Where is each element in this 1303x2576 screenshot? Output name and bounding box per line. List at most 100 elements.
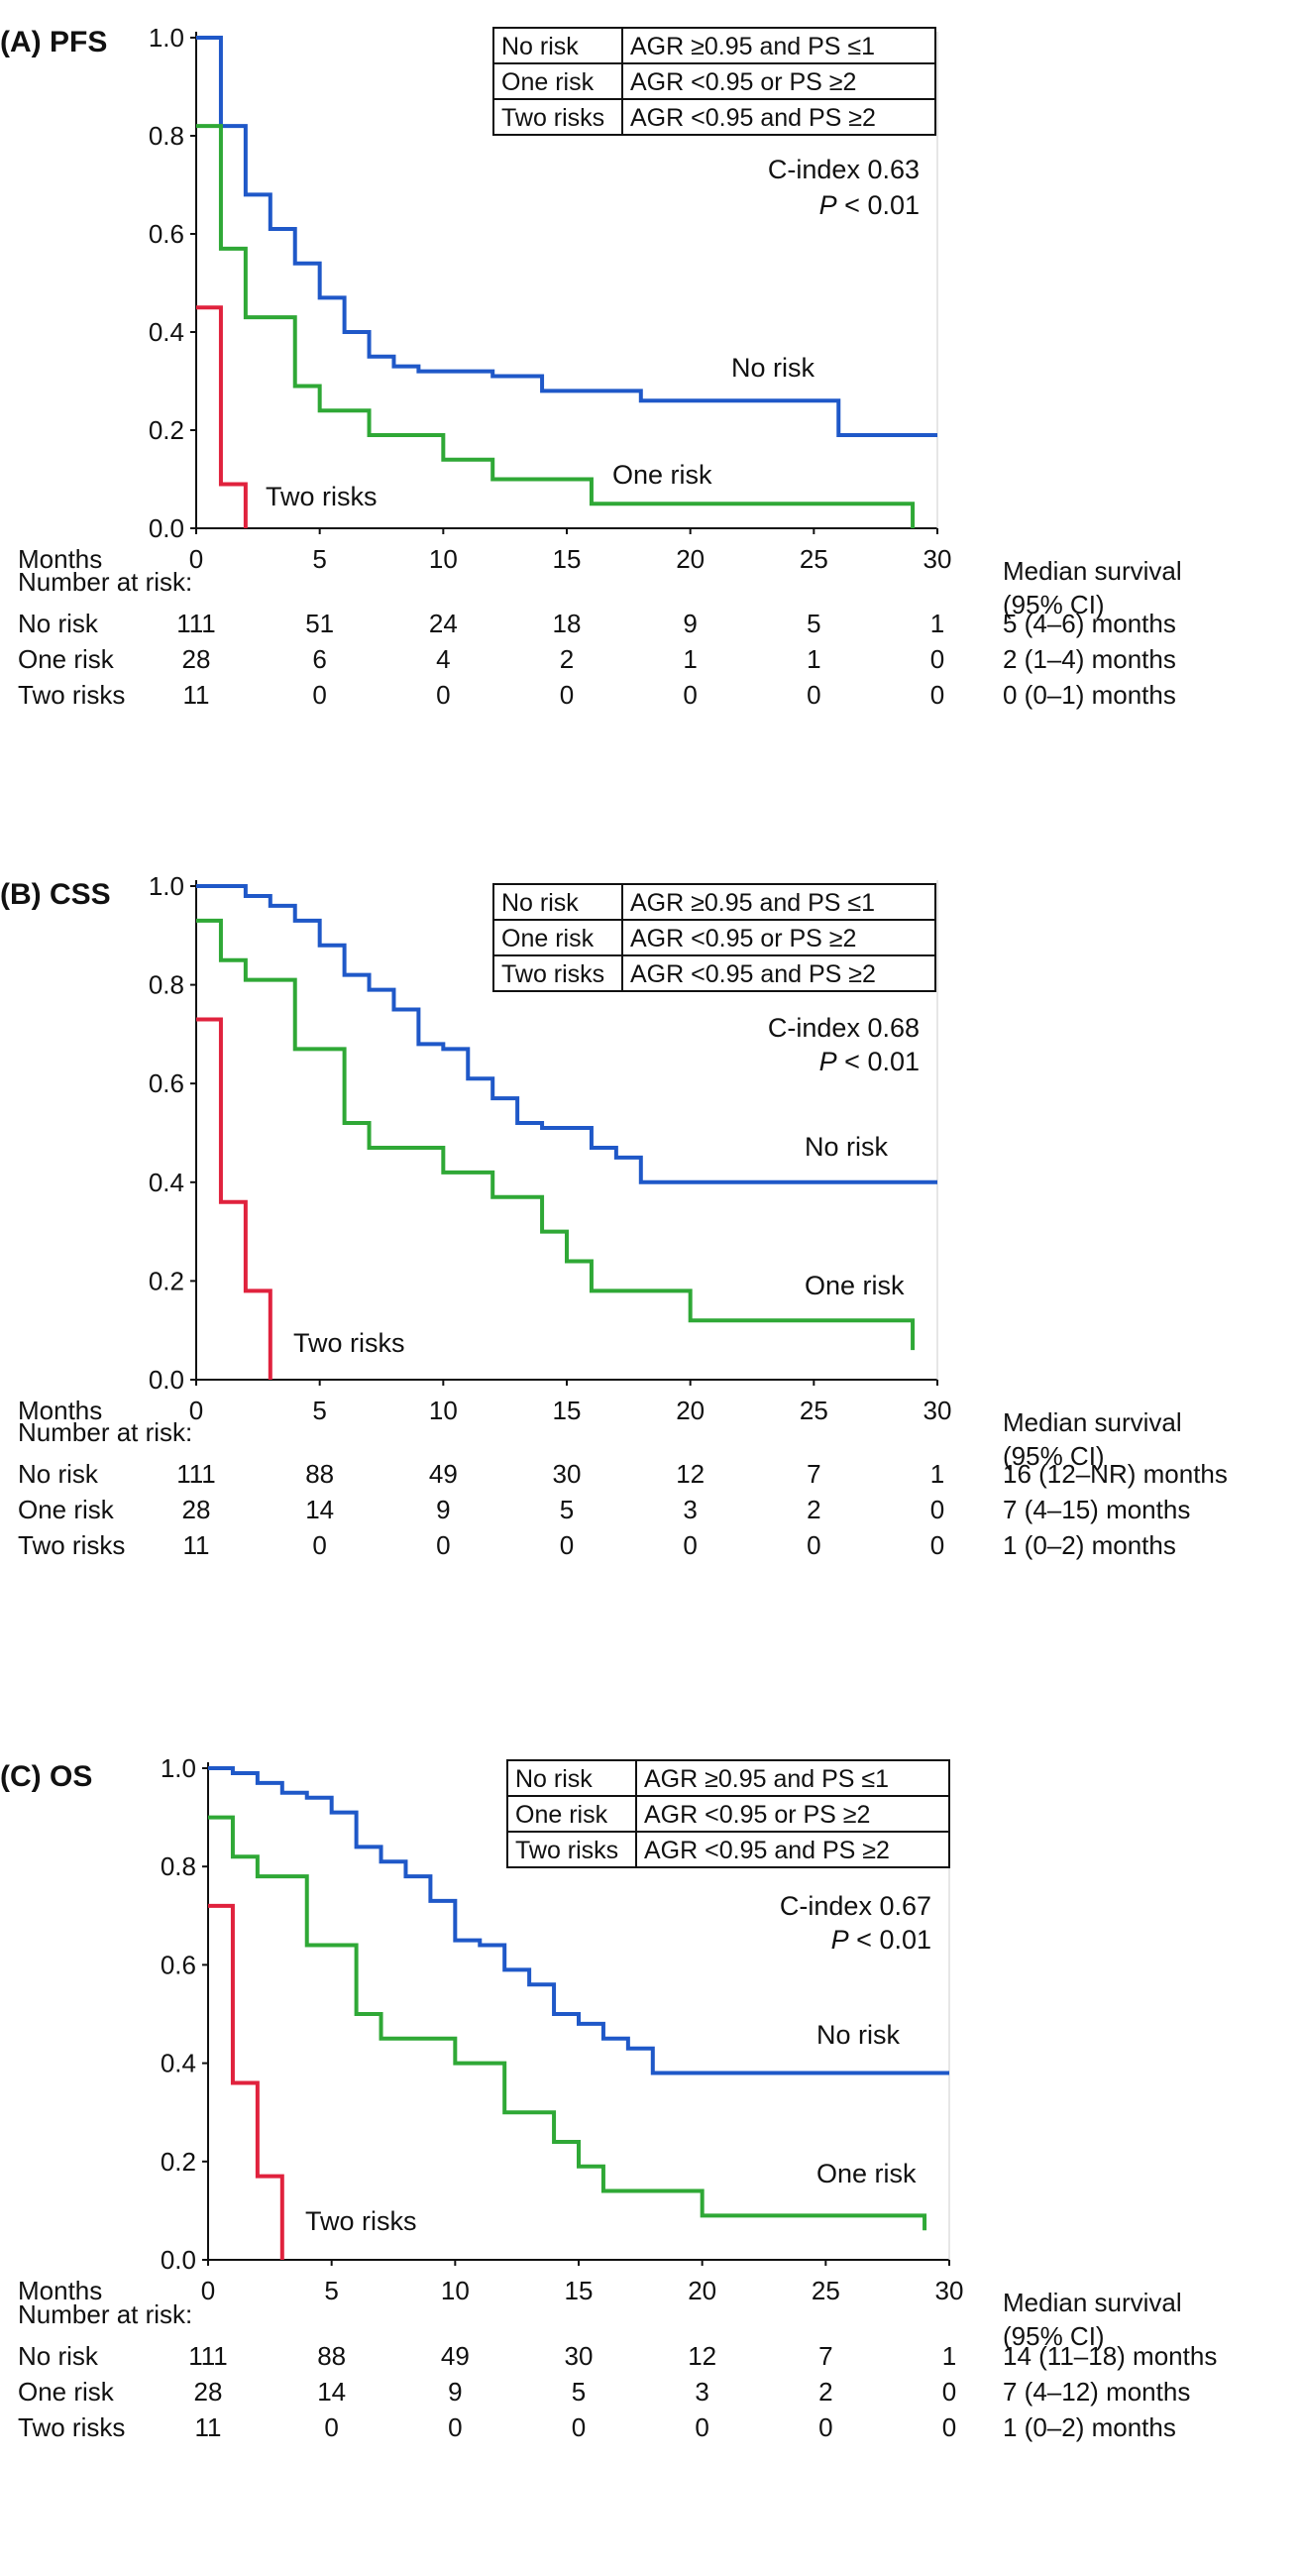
y-tick-label: 0.0	[161, 2245, 196, 2275]
curve-label: One risk	[816, 2159, 917, 2188]
y-tick-label: 1.0	[161, 1753, 196, 1783]
curve-label: No risk	[816, 2020, 901, 2050]
y-tick-label: 0.6	[149, 219, 184, 249]
median-survival-value: 5 (4–6) months	[1003, 609, 1176, 638]
curve-label: One risk	[612, 460, 712, 490]
risk-count: 111	[176, 609, 216, 638]
risk-count: 1	[807, 644, 820, 674]
risk-count: 24	[429, 609, 458, 638]
risk-count: 3	[683, 1495, 697, 1524]
risk-row-label: No risk	[18, 1459, 99, 1489]
risk-count: 14	[305, 1495, 334, 1524]
x-tick-label: 0	[189, 544, 203, 574]
risk-count: 0	[695, 2412, 708, 2442]
y-tick-label: 0.6	[149, 1068, 184, 1098]
risk-count: 0	[436, 680, 450, 710]
risk-count: 18	[553, 609, 582, 638]
risk-count: 2	[560, 644, 574, 674]
x-tick-label: 15	[553, 1396, 582, 1425]
risk-count: 0	[448, 2412, 462, 2442]
risk-row-label: One risk	[18, 2377, 115, 2407]
km-panel: (C) OS0.00.20.40.60.81.00 5 10 15 20 25 30Mont…	[0, 1753, 1217, 2442]
legend-group-definition: AGR <0.95 and PS ≥2	[630, 104, 876, 132]
x-tick-label: 10	[429, 1396, 458, 1425]
median-survival-value: 7 (4–15) months	[1003, 1495, 1190, 1524]
risk-definition-table: No risk AGR ≥0.95 and PS ≤1 One risk AGR <0…	[492, 883, 936, 992]
y-tick-label: 0.4	[149, 1168, 184, 1197]
risk-count: 0	[942, 2377, 956, 2407]
km-curve-one-risk	[196, 918, 916, 1351]
curve-label: No risk	[731, 353, 815, 383]
risk-count: 1	[930, 609, 944, 638]
y-tick-label: 0.8	[161, 1851, 196, 1881]
x-tick-label: 0	[189, 1396, 203, 1425]
c-index: C-index 0.68	[768, 1013, 920, 1043]
x-tick-label: 20	[676, 544, 705, 574]
km-curve-one-risk	[208, 1815, 927, 2231]
p-value-text: < 0.01	[849, 1925, 931, 1955]
legend-group-name: One risk	[501, 925, 595, 952]
legend-group-name: No risk	[515, 1765, 593, 1793]
median-survival-value: 1 (0–2) months	[1003, 2412, 1176, 2442]
km-curve-two-risks	[208, 1903, 284, 2260]
p-value-symbol: P	[831, 1925, 849, 1955]
risk-count: 30	[553, 1459, 582, 1489]
legend-group-name: No risk	[501, 889, 579, 917]
x-axis-label: Months	[18, 544, 102, 574]
y-tick-label: 0.2	[161, 2147, 196, 2177]
risk-count: 3	[695, 2377, 708, 2407]
risk-count: 0	[683, 1530, 697, 1560]
legend-group-name: Two risks	[501, 104, 604, 132]
risk-count: 2	[807, 1495, 820, 1524]
curve-label: Two risks	[305, 2206, 417, 2236]
legend-group-name: Two risks	[515, 1837, 618, 1864]
curve-label: One risk	[805, 1271, 905, 1300]
km-curve-one-risk	[196, 124, 916, 528]
risk-count: 28	[182, 1495, 211, 1524]
risk-count: 14	[317, 2377, 346, 2407]
x-tick-label: 0	[201, 2276, 215, 2305]
risk-count: 5	[807, 609, 820, 638]
number-at-risk-header: Number at risk:	[18, 1417, 192, 1447]
legend-group-definition: AGR <0.95 or PS ≥2	[630, 925, 856, 952]
median-survival-value: 1 (0–2) months	[1003, 1530, 1176, 1560]
median-survival-value: 2 (1–4) months	[1003, 644, 1176, 674]
risk-count: 0	[807, 680, 820, 710]
number-at-risk-header: Number at risk:	[18, 567, 192, 597]
risk-count: 0	[436, 1530, 450, 1560]
risk-count: 4	[436, 644, 450, 674]
risk-count: 9	[683, 609, 697, 638]
y-tick-label: 0.4	[161, 2049, 196, 2078]
number-at-risk-header: Number at risk:	[18, 2299, 192, 2329]
y-tick-label: 0.2	[149, 415, 184, 445]
median-survival-value: 7 (4–12) months	[1003, 2377, 1190, 2407]
risk-definition-table: No risk AGR ≥0.95 and PS ≤1 One risk AGR <0…	[492, 27, 936, 136]
risk-count: 49	[429, 1459, 458, 1489]
x-tick-label: 30	[935, 2276, 964, 2305]
risk-count: 11	[183, 680, 210, 710]
risk-count: 28	[182, 644, 211, 674]
x-tick-label: 25	[800, 544, 828, 574]
c-index: C-index 0.67	[780, 1891, 931, 1921]
x-tick-label: 10	[429, 544, 458, 574]
risk-count: 0	[324, 2412, 338, 2442]
number-at-risk-table: Number at risk:No risk 111 88 49 30 12 7 1 14 (1…	[18, 2299, 1217, 2442]
legend-group-definition: AGR ≥0.95 and PS ≤1	[630, 889, 875, 917]
risk-count: 0	[683, 680, 697, 710]
x-tick-label: 5	[324, 2276, 338, 2305]
x-tick-label: 20	[676, 1396, 705, 1425]
number-at-risk-table: Number at risk:No risk 111 51 24 18 9 5 1 5 (4–6…	[18, 567, 1176, 710]
x-tick-label: 30	[923, 1396, 952, 1425]
km-curve-no-risk	[196, 36, 937, 437]
risk-count: 1	[942, 2341, 956, 2371]
risk-count: 7	[818, 2341, 832, 2371]
p-value: P < 0.01	[819, 190, 920, 220]
risk-count: 6	[312, 644, 326, 674]
x-axis-label: Months	[18, 1396, 102, 1425]
c-index: C-index 0.63	[768, 155, 920, 184]
x-tick-label: 15	[553, 544, 582, 574]
risk-definition-table: No risk AGR ≥0.95 and PS ≤1 One risk AGR <0…	[506, 1759, 950, 1868]
legend-group-name: No risk	[501, 33, 579, 60]
